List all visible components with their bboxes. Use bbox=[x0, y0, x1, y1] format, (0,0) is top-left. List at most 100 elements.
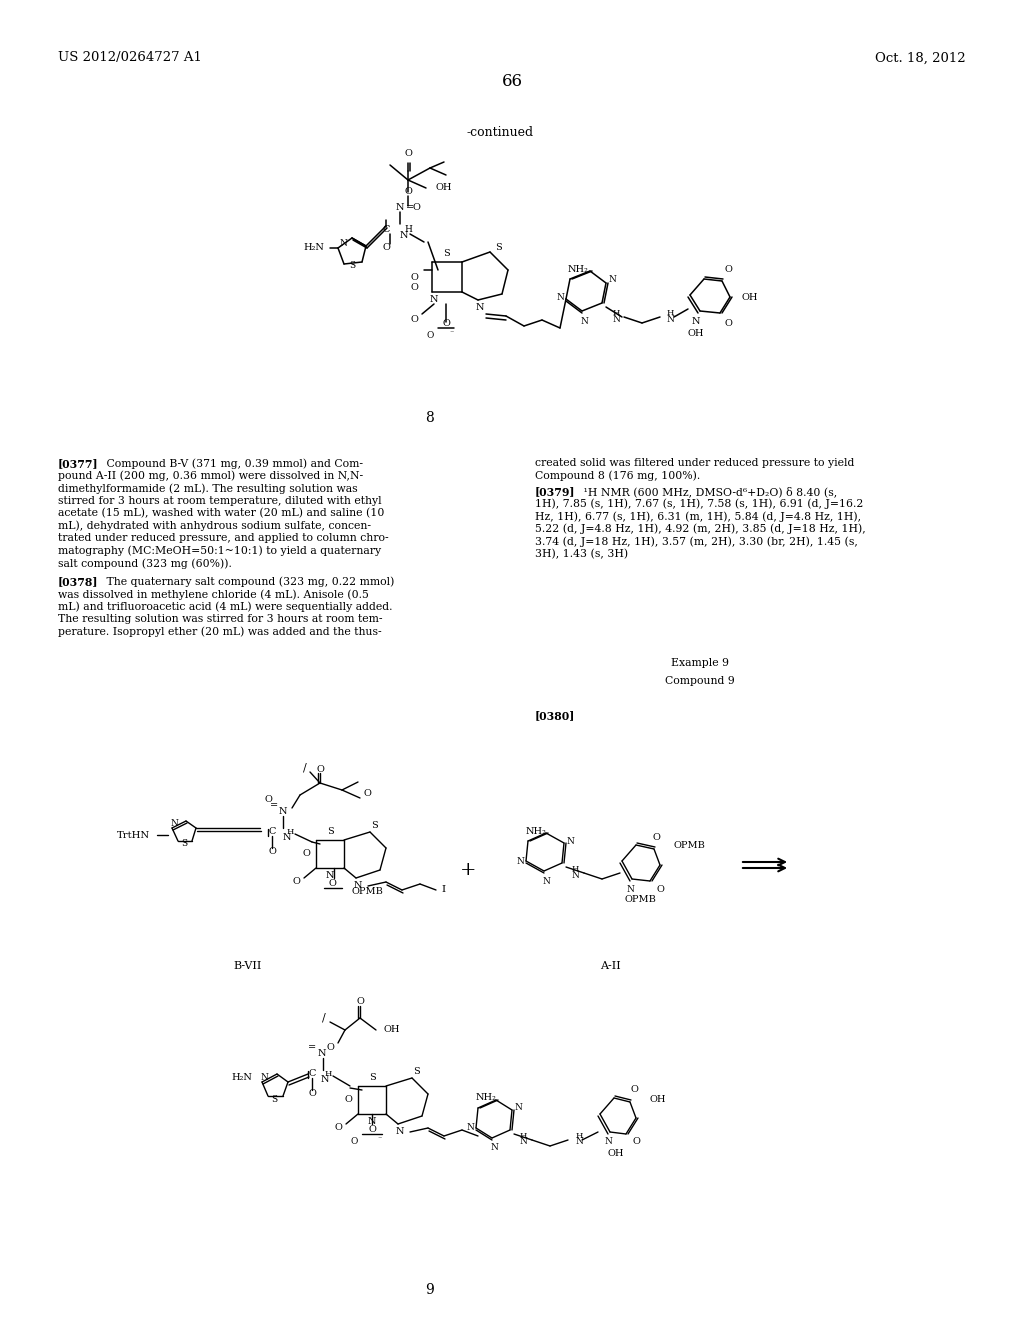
Text: O: O bbox=[268, 847, 275, 857]
Text: H: H bbox=[575, 1133, 583, 1140]
Text: NH₂: NH₂ bbox=[475, 1093, 497, 1102]
Text: TrtHN: TrtHN bbox=[117, 830, 150, 840]
Text: ¹H NMR (600 MHz, DMSO-d⁶+D₂O) δ 8.40 (s,: ¹H NMR (600 MHz, DMSO-d⁶+D₂O) δ 8.40 (s, bbox=[573, 486, 838, 496]
Text: N: N bbox=[514, 1104, 522, 1113]
Text: stirred for 3 hours at room temperature, diluted with ethyl: stirred for 3 hours at room temperature,… bbox=[58, 495, 382, 506]
Text: H: H bbox=[287, 828, 294, 836]
Text: US 2012/0264727 A1: US 2012/0264727 A1 bbox=[58, 51, 202, 65]
Text: B-VII: B-VII bbox=[233, 961, 262, 972]
Text: 5.22 (d, J=4.8 Hz, 1H), 4.92 (m, 2H), 3.85 (d, J=18 Hz, 1H),: 5.22 (d, J=4.8 Hz, 1H), 4.92 (m, 2H), 3.… bbox=[535, 524, 865, 535]
Text: N: N bbox=[326, 871, 334, 880]
Text: H₂N: H₂N bbox=[231, 1073, 252, 1082]
Text: OH: OH bbox=[608, 1150, 625, 1159]
Text: [0377]: [0377] bbox=[58, 458, 98, 469]
Text: H: H bbox=[612, 309, 620, 317]
Text: [0379]: [0379] bbox=[535, 486, 575, 498]
Text: O: O bbox=[364, 789, 371, 799]
Text: N: N bbox=[556, 293, 564, 301]
Text: H: H bbox=[325, 1071, 332, 1078]
Text: OPMB: OPMB bbox=[674, 841, 706, 850]
Text: OH: OH bbox=[384, 1026, 400, 1035]
Text: N: N bbox=[170, 820, 178, 829]
Text: N: N bbox=[580, 317, 588, 326]
Text: A-II: A-II bbox=[600, 961, 621, 972]
Text: N: N bbox=[321, 1076, 330, 1085]
Text: N: N bbox=[466, 1123, 474, 1133]
Text: 1H), 7.85 (s, 1H), 7.67 (s, 1H), 7.58 (s, 1H), 6.91 (d, J=16.2: 1H), 7.85 (s, 1H), 7.67 (s, 1H), 7.58 (s… bbox=[535, 499, 863, 510]
Text: N: N bbox=[571, 870, 579, 879]
Text: S: S bbox=[371, 821, 378, 830]
Text: Compound 8 (176 mg, 100%).: Compound 8 (176 mg, 100%). bbox=[535, 470, 700, 480]
Text: /: / bbox=[323, 1012, 326, 1023]
Text: =: = bbox=[308, 1044, 316, 1052]
Text: =: = bbox=[406, 203, 414, 213]
Text: +: + bbox=[460, 861, 476, 879]
Text: C: C bbox=[308, 1069, 315, 1078]
Text: S: S bbox=[369, 1073, 376, 1082]
Text: OPMB: OPMB bbox=[624, 895, 656, 903]
Text: O: O bbox=[264, 796, 272, 804]
Text: O: O bbox=[652, 833, 659, 842]
Text: O: O bbox=[308, 1089, 316, 1098]
Text: N: N bbox=[368, 1118, 376, 1126]
Text: matography (MC:MeOH=50:1~10:1) to yield a quaternary: matography (MC:MeOH=50:1~10:1) to yield … bbox=[58, 545, 381, 556]
Text: ⁻: ⁻ bbox=[378, 1137, 382, 1144]
Text: dimethylformamide (2 mL). The resulting solution was: dimethylformamide (2 mL). The resulting … bbox=[58, 483, 357, 494]
Text: N: N bbox=[399, 231, 409, 239]
Text: O: O bbox=[350, 1138, 358, 1147]
Text: N: N bbox=[430, 296, 438, 305]
Text: O: O bbox=[411, 272, 418, 281]
Text: H: H bbox=[667, 309, 674, 317]
Text: 8: 8 bbox=[426, 411, 434, 425]
Text: O: O bbox=[656, 884, 664, 894]
Text: H: H bbox=[571, 865, 579, 873]
Text: NH₂: NH₂ bbox=[567, 264, 589, 273]
Text: O: O bbox=[404, 187, 412, 197]
Text: OH: OH bbox=[742, 293, 759, 301]
Text: [0380]: [0380] bbox=[535, 710, 575, 721]
Text: S: S bbox=[443, 249, 451, 259]
Text: 3H), 1.43 (s, 3H): 3H), 1.43 (s, 3H) bbox=[535, 549, 628, 558]
Text: C: C bbox=[383, 226, 390, 235]
Text: N: N bbox=[317, 1049, 327, 1059]
Text: N: N bbox=[575, 1138, 583, 1147]
Text: H₂N: H₂N bbox=[303, 243, 324, 252]
Text: perature. Isopropyl ether (20 mL) was added and the thus-: perature. Isopropyl ether (20 mL) was ad… bbox=[58, 627, 382, 638]
Text: Oct. 18, 2012: Oct. 18, 2012 bbox=[876, 51, 966, 65]
Text: H: H bbox=[404, 226, 412, 235]
Text: N: N bbox=[612, 314, 620, 323]
Text: S: S bbox=[327, 828, 334, 837]
Text: salt compound (323 mg (60%)).: salt compound (323 mg (60%)). bbox=[58, 558, 231, 569]
Text: N: N bbox=[516, 857, 524, 866]
Text: NH₂: NH₂ bbox=[525, 826, 547, 836]
Text: S: S bbox=[349, 261, 355, 271]
Text: Compound 9: Compound 9 bbox=[666, 676, 735, 686]
Text: N: N bbox=[626, 884, 634, 894]
Text: 3.74 (d, J=18 Hz, 1H), 3.57 (m, 2H), 3.30 (br, 2H), 1.45 (s,: 3.74 (d, J=18 Hz, 1H), 3.57 (m, 2H), 3.3… bbox=[535, 536, 858, 546]
Text: OH: OH bbox=[688, 329, 705, 338]
Text: N: N bbox=[395, 1127, 404, 1137]
Text: N: N bbox=[490, 1143, 498, 1152]
Text: O: O bbox=[724, 264, 732, 273]
Text: ⁻: ⁻ bbox=[450, 330, 455, 338]
Text: O: O bbox=[382, 243, 390, 252]
Text: N: N bbox=[692, 317, 700, 326]
Text: 9: 9 bbox=[426, 1283, 434, 1298]
Text: Example 9: Example 9 bbox=[671, 657, 729, 668]
Text: mL), dehydrated with anhydrous sodium sulfate, concen-: mL), dehydrated with anhydrous sodium su… bbox=[58, 520, 371, 531]
Text: N: N bbox=[283, 833, 291, 842]
Text: [0378]: [0378] bbox=[58, 577, 98, 587]
Text: O: O bbox=[412, 203, 420, 213]
Text: O: O bbox=[630, 1085, 638, 1094]
Text: O: O bbox=[410, 315, 418, 325]
Text: O: O bbox=[442, 319, 450, 329]
Text: O: O bbox=[632, 1138, 640, 1147]
Text: N: N bbox=[476, 304, 484, 313]
Text: O: O bbox=[344, 1096, 352, 1105]
Text: O: O bbox=[326, 1044, 334, 1052]
Text: trated under reduced pressure, and applied to column chro-: trated under reduced pressure, and appli… bbox=[58, 533, 389, 543]
Text: H: H bbox=[519, 1133, 526, 1140]
Text: O: O bbox=[404, 149, 412, 158]
Text: created solid was filtered under reduced pressure to yield: created solid was filtered under reduced… bbox=[535, 458, 854, 469]
Text: N: N bbox=[519, 1138, 527, 1147]
